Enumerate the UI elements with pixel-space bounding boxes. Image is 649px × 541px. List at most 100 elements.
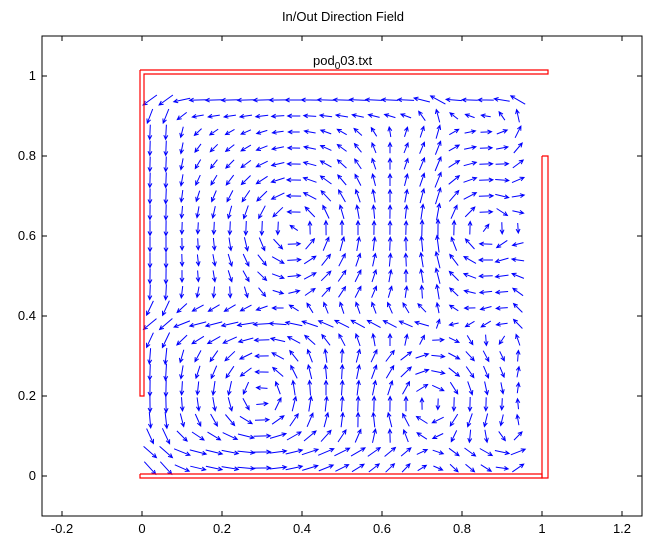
field-arrow — [286, 145, 301, 151]
field-arrow — [338, 203, 345, 220]
field-arrow — [467, 220, 473, 235]
field-arrow — [211, 190, 217, 203]
field-arrow — [179, 205, 185, 220]
field-arrow — [291, 379, 296, 396]
field-arrow — [302, 176, 317, 183]
field-arrow — [195, 270, 201, 283]
field-arrow — [448, 270, 459, 281]
field-arrow — [272, 289, 285, 295]
field-arrow — [498, 335, 506, 346]
field-arrow — [499, 351, 505, 362]
field-arrow — [354, 428, 362, 443]
field-arrow — [236, 97, 255, 103]
field-arrow — [400, 366, 413, 378]
y-tick-labels: 0 0.2 0.4 0.6 0.8 1 — [18, 68, 36, 483]
field-arrow — [306, 363, 313, 380]
field-arrow — [146, 332, 154, 349]
field-arrow — [285, 177, 302, 183]
field-arrow — [270, 192, 285, 200]
field-arrow — [434, 108, 441, 123]
field-arrow — [323, 395, 329, 412]
field-arrow — [355, 204, 360, 219]
field-arrow — [179, 142, 185, 155]
field-arrow — [515, 333, 521, 346]
field-arrow — [221, 449, 240, 456]
field-arrow — [147, 188, 153, 205]
field-arrow — [334, 447, 351, 457]
field-arrow — [287, 273, 302, 279]
field-arrow — [162, 108, 170, 125]
field-arrow — [434, 140, 442, 155]
field-arrow — [163, 124, 169, 141]
field-arrow — [176, 303, 188, 314]
field-arrow — [163, 347, 168, 366]
field-arrow — [323, 348, 329, 363]
field-arrow — [367, 113, 380, 118]
field-arrow — [403, 268, 409, 283]
field-arrow — [173, 448, 191, 456]
field-arrow — [176, 334, 188, 346]
x-tick-label: -0.2 — [51, 521, 73, 536]
field-arrow — [354, 158, 362, 170]
field-arrow — [495, 177, 510, 183]
field-arrow — [176, 430, 188, 442]
field-arrow — [448, 447, 460, 457]
field-arrow — [463, 192, 478, 200]
field-arrow — [191, 431, 205, 441]
field-arrow — [431, 433, 444, 439]
field-arrow — [236, 322, 255, 328]
field-arrow — [302, 113, 317, 119]
field-arrow — [322, 236, 330, 251]
field-arrow — [147, 284, 153, 301]
field-arrow — [242, 398, 250, 411]
field-arrow — [206, 335, 221, 345]
field-arrow — [462, 272, 477, 279]
field-arrow — [402, 380, 411, 395]
field-arrow — [316, 97, 335, 103]
field-arrow — [498, 110, 506, 121]
field-arrow — [222, 432, 239, 440]
field-arrow — [147, 220, 153, 237]
field-arrow — [255, 160, 268, 168]
top-wall — [139, 69, 549, 397]
field-arrow — [302, 464, 319, 471]
field-arrow — [380, 97, 399, 103]
field-arrow — [371, 219, 377, 235]
field-arrow — [332, 97, 351, 103]
field-arrow — [302, 161, 317, 167]
field-arrow — [480, 129, 493, 135]
arrow-field — [142, 94, 527, 476]
field-arrow — [419, 251, 424, 268]
field-arrow — [323, 219, 329, 236]
field-arrow — [163, 220, 169, 237]
field-arrow — [348, 97, 367, 103]
field-arrow — [194, 350, 202, 363]
field-arrow — [194, 159, 202, 170]
x-tick-label: 0.2 — [213, 521, 231, 536]
field-arrow — [179, 253, 185, 268]
field-arrow — [478, 241, 493, 247]
field-arrow — [463, 176, 478, 183]
field-arrow — [415, 368, 430, 375]
field-arrow — [479, 177, 495, 183]
field-arrow — [195, 381, 201, 396]
field-arrow — [254, 417, 271, 423]
field-arrow — [211, 221, 217, 236]
field-arrow — [434, 267, 441, 284]
field-arrow — [402, 428, 409, 443]
field-arrow — [268, 321, 287, 327]
field-arrow — [403, 236, 409, 251]
field-arrow — [161, 332, 171, 349]
field-arrow — [147, 252, 153, 269]
field-arrow — [319, 145, 332, 151]
field-arrow — [387, 285, 393, 298]
field-arrow — [163, 236, 169, 253]
field-arrow — [387, 428, 393, 443]
field-arrow — [353, 127, 363, 136]
field-arrow — [317, 320, 334, 328]
field-arrow — [432, 449, 445, 455]
field-arrow — [227, 253, 233, 268]
field-arrow — [227, 221, 233, 236]
field-arrow — [435, 186, 442, 205]
